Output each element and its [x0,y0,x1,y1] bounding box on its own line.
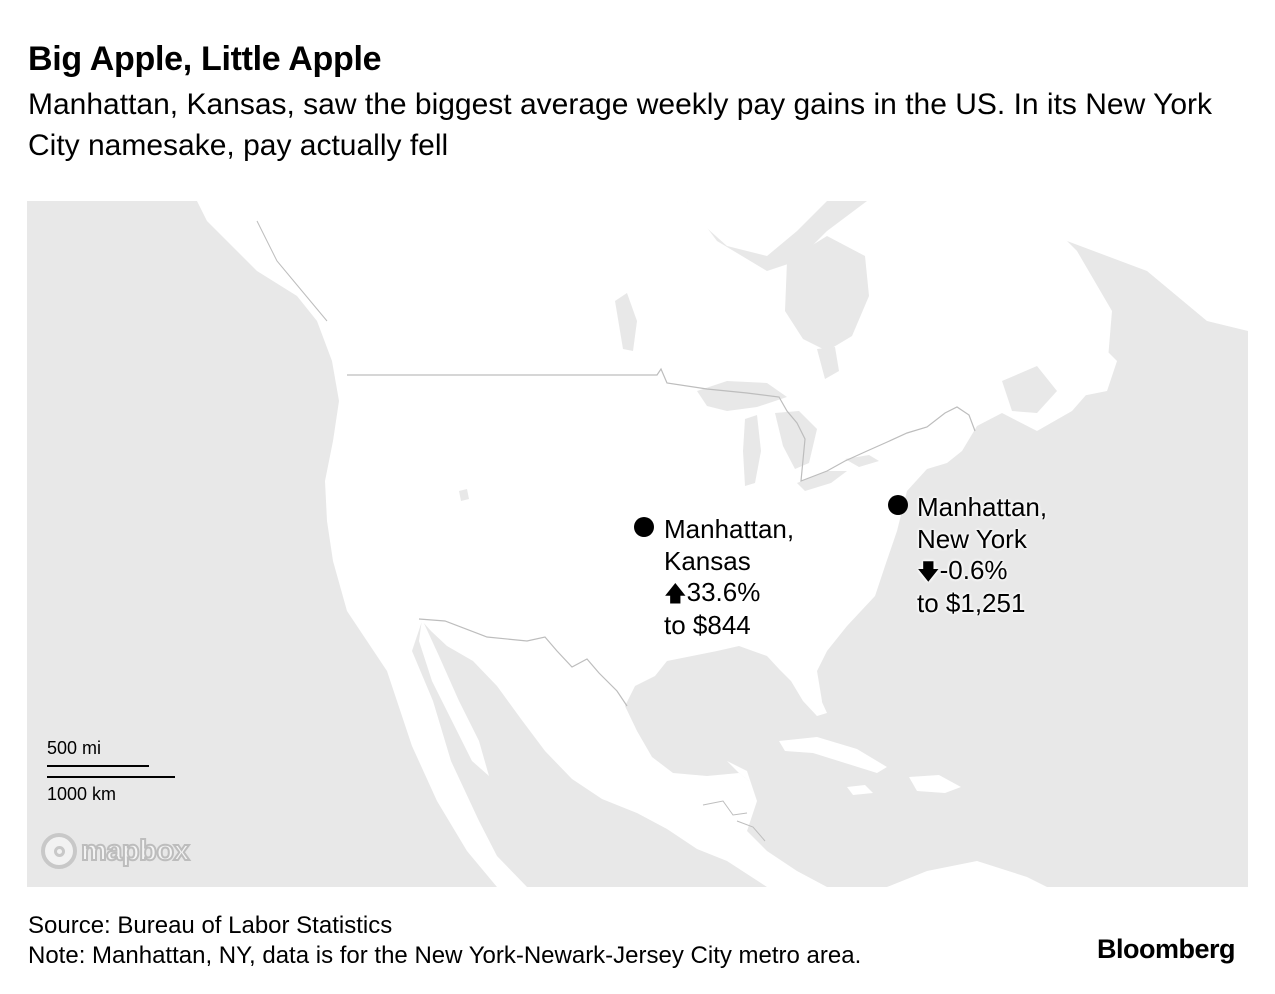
water-gulf-st-lawrence [1002,366,1057,413]
lake-huron [775,411,817,469]
border-us-canada [347,367,976,482]
water-james-bay [817,347,839,379]
source-line: Source: Bureau of Labor Statistics [28,912,393,939]
marker-manhattan-kansas[interactable] [634,517,654,537]
mapbox-icon [41,833,77,869]
arrow-up-icon: 🡅 [664,581,687,606]
water-hudson-bay [785,236,869,351]
land-greenland [687,201,827,256]
label-newyork-line1: Manhattan, [917,492,1048,522]
map-canvas[interactable]: Manhattan, Kansas 🡅33.6% to $844 Manhatt… [27,201,1248,887]
label-kansas-change: 33.6% [686,577,761,607]
land-florida [767,656,827,716]
scale-km-label: 1000 km [47,784,117,804]
land-hispaniola [909,775,961,793]
lake-ontario [845,455,879,467]
land-central-america [667,761,827,887]
scale-miles-label: 500 mi [47,738,102,758]
land-north-america [197,201,1112,887]
land-jamaica [847,785,873,795]
lake-michigan [743,415,761,486]
mapbox-wordmark: mapbox [80,834,191,868]
land-greenland-east [1017,201,1248,331]
label-manhattan-kansas: Manhattan, Kansas 🡅33.6% to $844 [664,514,794,641]
lake-winnipeg [615,293,637,351]
label-kansas-change-row: 🡅33.6% [664,577,794,610]
mapbox-logo[interactable]: mapbox [41,833,191,869]
scale-miles-bar [47,765,149,767]
label-newyork-change-row: 🡇-0.6% [917,555,1047,588]
label-kansas-line2: Kansas [664,545,751,576]
basemap [197,201,1248,887]
arrow-down-icon: 🡇 [917,559,940,584]
label-newyork-pay: to $1,251 [917,587,1026,618]
border-central-america [702,800,766,842]
label-manhattan-new-york: Manhattan, New York 🡇-0.6% to $1,251 [917,492,1047,619]
lake-erie [797,471,847,491]
land-baja [419,619,489,776]
border-us-mexico [418,618,628,707]
label-kansas-line1: Manhattan, [664,514,795,544]
note-line: Note: Manhattan, NY, data is for the New… [28,942,862,969]
marker-manhattan-new-york[interactable] [888,495,908,515]
border-alaska [256,220,328,322]
label-newyork-change: -0.6% [939,555,1008,585]
chart-subtitle: Manhattan, Kansas, saw the biggest avera… [28,88,1213,162]
lake-superior [697,381,787,411]
footer-text: Source: Bureau of Labor Statistics Note:… [28,911,861,971]
land-south-america [887,861,1047,887]
scale-km-bar [47,776,175,778]
chart-title: Big Apple, Little Apple [28,40,382,78]
great-salt-lake [459,489,469,501]
label-kansas-pay: to $844 [664,609,751,640]
label-newyork-line2: New York [917,523,1027,554]
land-newfoundland [1065,341,1117,396]
land-cuba [779,737,887,773]
bloomberg-logo: Bloomberg [1096,934,1236,964]
